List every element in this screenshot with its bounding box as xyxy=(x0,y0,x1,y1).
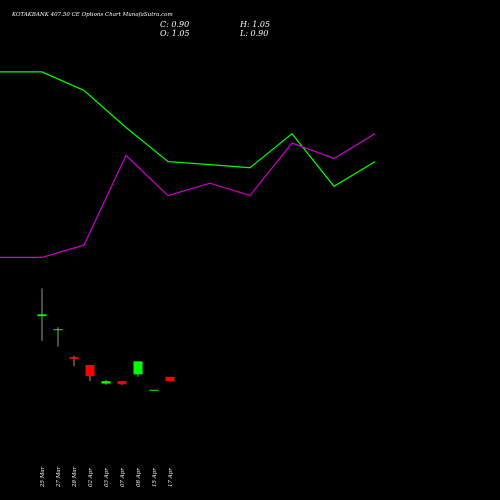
ohlc-high: H: 1.05 xyxy=(240,20,271,29)
ohlc-open: O: 1.05 xyxy=(160,29,190,38)
candle-6 xyxy=(117,381,127,385)
candle-body xyxy=(165,376,175,382)
candle-1 xyxy=(37,288,47,341)
candle-body xyxy=(117,381,127,385)
candle-7 xyxy=(133,361,143,377)
candle-body xyxy=(101,381,111,384)
chart-title: KOTAKBANK 407.50 CE Options Chart Munafa… xyxy=(12,12,173,18)
candle-2 xyxy=(53,327,63,347)
candle-body xyxy=(149,389,159,391)
candle-body xyxy=(133,361,143,375)
candle-body xyxy=(69,357,79,359)
x-tick-label: 28 Mar xyxy=(72,466,78,488)
candle-5 xyxy=(101,379,111,385)
candle-4 xyxy=(85,365,95,382)
candle-body xyxy=(37,314,47,317)
x-tick-label: 07 Apr xyxy=(120,468,126,487)
ohlc-low: L: 0.90 xyxy=(240,29,269,38)
candle-body xyxy=(53,329,63,331)
x-tick-label: 02 Apr xyxy=(88,468,94,487)
x-tick-label: 17 Apr xyxy=(168,468,174,487)
x-tick-label: 25 Mar xyxy=(40,466,46,488)
x-tick-label: 27 Mar xyxy=(56,466,62,488)
moving-average-line-1 xyxy=(0,71,376,188)
x-tick-label: 08 Apr xyxy=(136,468,142,487)
x-tick-label: 03 Apr xyxy=(104,468,110,487)
candle-body xyxy=(85,365,95,377)
moving-average-line-2 xyxy=(0,133,376,258)
candle-9 xyxy=(165,376,175,382)
x-tick-label: 15 Apr xyxy=(152,468,158,487)
candle-3 xyxy=(69,355,79,367)
candle-8 xyxy=(149,389,159,391)
ohlc-close: C: 0.90 xyxy=(160,20,190,29)
